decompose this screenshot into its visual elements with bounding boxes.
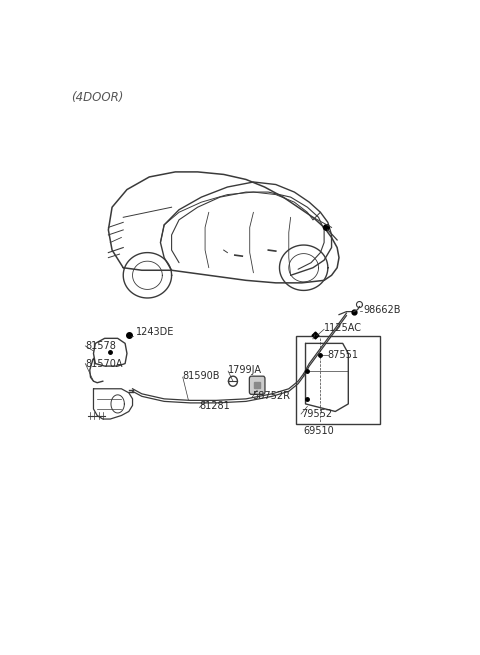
FancyBboxPatch shape xyxy=(249,376,265,394)
Text: 69510: 69510 xyxy=(303,426,334,436)
Text: 58752R: 58752R xyxy=(252,391,290,402)
Text: 81570A: 81570A xyxy=(85,358,123,369)
Text: 81281: 81281 xyxy=(200,402,230,411)
Text: 87551: 87551 xyxy=(328,350,359,360)
Text: 79552: 79552 xyxy=(301,409,332,419)
Bar xyxy=(296,336,380,424)
Text: 1243DE: 1243DE xyxy=(136,328,175,337)
Text: 81590B: 81590B xyxy=(183,371,220,381)
Text: 98662B: 98662B xyxy=(363,305,401,314)
Text: (4DOOR): (4DOOR) xyxy=(71,91,123,104)
Text: 81578: 81578 xyxy=(85,341,116,351)
Text: 1125AC: 1125AC xyxy=(324,324,362,333)
Text: 1799JA: 1799JA xyxy=(228,365,262,375)
